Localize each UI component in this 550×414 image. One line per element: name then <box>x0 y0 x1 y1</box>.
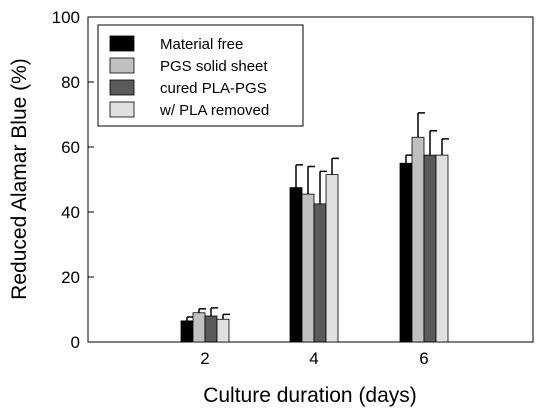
y-tick-label: 40 <box>61 203 80 222</box>
x-tick-label: 6 <box>419 349 428 368</box>
bar <box>325 174 339 343</box>
legend-label: w/ PLA removed <box>159 102 269 119</box>
legend: Material free PGS solid sheet cured PLA-PG… <box>97 24 304 127</box>
y-tick-label: 80 <box>61 73 80 92</box>
legend-swatch <box>109 57 135 74</box>
y-axis-title: Reduced Alamar Blue (%) <box>8 58 31 300</box>
bar <box>399 162 413 343</box>
bar <box>204 315 218 343</box>
y-tick-label: 60 <box>61 138 80 157</box>
x-axis-title: Culture duration (days) <box>203 384 417 407</box>
y-tick-label: 20 <box>61 268 80 287</box>
legend-label: PGS solid sheet <box>160 58 268 75</box>
bar <box>216 318 230 343</box>
bar-series-group <box>180 112 449 343</box>
bar <box>313 203 327 343</box>
bar <box>411 136 425 343</box>
x-tick-label: 4 <box>309 349 318 368</box>
bar <box>180 320 194 343</box>
bar <box>289 187 303 343</box>
y-tick-label: 0 <box>71 333 80 352</box>
y-axis: 0 20 40 60 80 100 <box>52 8 94 352</box>
bar <box>435 154 449 343</box>
bar <box>301 193 315 343</box>
legend-swatch <box>109 79 135 96</box>
x-tick-label: 2 <box>200 349 209 368</box>
bar <box>423 154 437 343</box>
bar <box>192 312 206 343</box>
legend-swatch <box>109 35 135 52</box>
legend-label: Material free <box>160 36 243 53</box>
legend-label: cured PLA-PGS <box>160 80 267 97</box>
y-tick-label: 100 <box>52 8 80 27</box>
legend-swatch <box>109 101 135 118</box>
